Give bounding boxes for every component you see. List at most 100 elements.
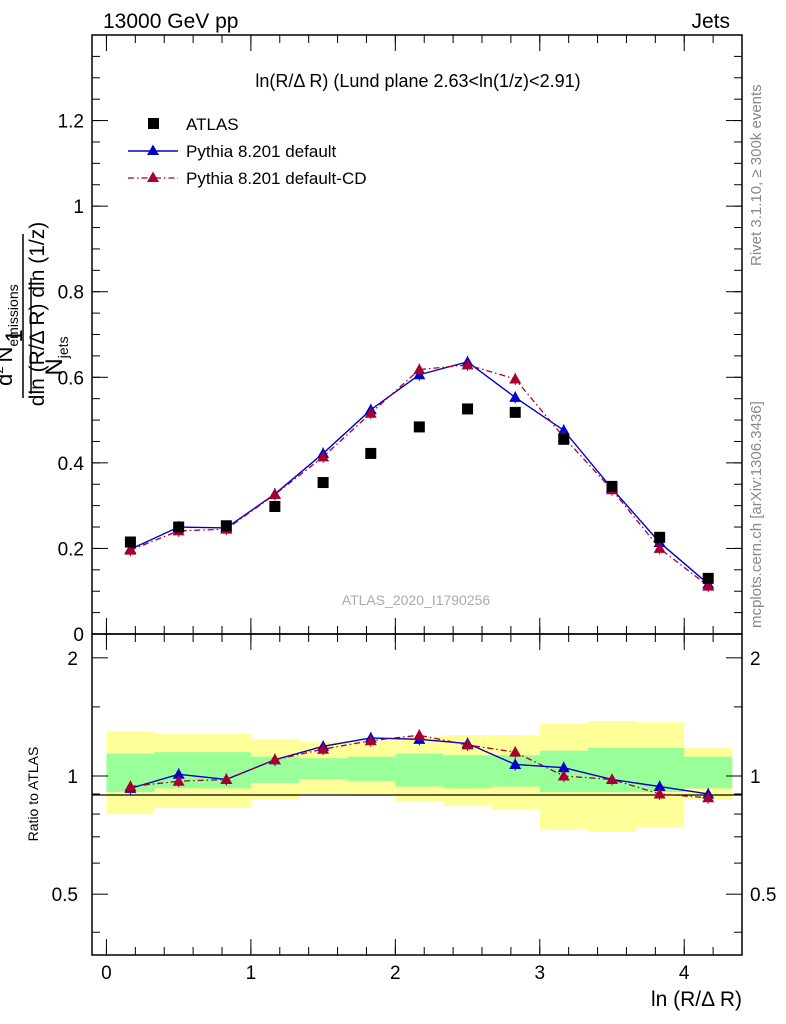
ratio-band-inner: [684, 756, 733, 789]
main-ytick-label: 1: [73, 197, 84, 218]
energy-label: 13000 GeV pp: [103, 10, 238, 33]
ratio-cd-point: [220, 773, 233, 784]
mcplots-label: mcplots.cern.ch [arXiv:1306.3436]: [748, 401, 765, 628]
main-atlas-point: [558, 433, 570, 445]
ratio-plot-frame: [91, 633, 743, 956]
main-cd-point: [413, 363, 426, 375]
ratio-cd-point: [557, 770, 570, 781]
ratio-cd-point: [124, 780, 137, 792]
ratio-panel: 0.5 0.5 1 1 2 2 0 1 2 3 4 Ratio to ATLAS ln (R/Δ R…: [25, 633, 776, 1011]
ylabel-d: d: [0, 374, 17, 386]
ratio-uncertainty-bands: [106, 721, 733, 833]
main-series-layer: [124, 355, 715, 593]
main-cd-point: [461, 358, 474, 370]
ratio-default-point: [653, 780, 666, 792]
ratio-y-axis-label: Ratio to ATLAS: [25, 747, 41, 842]
ylabel-numerator: d2 Nemissions: [0, 284, 21, 386]
rivet-version-label: Rivet 3.1.10, ≥ 300k events: [748, 84, 765, 266]
main-atlas-point: [173, 521, 185, 533]
ratio-cd-point: [509, 746, 522, 757]
main-atlas-point: [702, 572, 714, 584]
ylabel-n-sub: emissions: [5, 284, 21, 346]
legend-cd-marker: [147, 171, 159, 182]
ylabel-nj: N: [41, 358, 68, 375]
ratio-ytick-label-right: 2: [750, 649, 761, 670]
x-axis-label: ln (R/Δ R): [651, 988, 742, 1011]
ylabel-nj-sub: jets: [55, 336, 71, 359]
ratio-cd-point: [317, 743, 330, 754]
ratio-cd-point: [364, 734, 377, 746]
ratio-band-inner: [443, 755, 492, 789]
ratio-cd-point: [461, 738, 474, 750]
ratio-band-inner: [395, 753, 444, 787]
ratio-default-point: [172, 768, 185, 779]
legend-atlas-label: ATLAS: [186, 115, 239, 134]
x-tick-label: 3: [534, 963, 545, 984]
analysis-id-watermark: ATLAS_2020_I1790256: [342, 592, 491, 608]
ratio-ytick-label-left: 2: [67, 649, 78, 670]
main-atlas-point: [654, 531, 666, 543]
main-ytick-label: 0: [73, 625, 84, 646]
process-label: Jets: [691, 10, 730, 33]
main-default-line: [130, 361, 709, 585]
main-cd-point: [364, 407, 377, 418]
main-atlas-point: [365, 447, 377, 459]
legend-default-marker: [147, 144, 159, 155]
plot-title: ln(R/Δ R) (Lund plane 2.63<ln(1/z)<2.91): [255, 71, 580, 91]
main-cd-point: [509, 372, 522, 384]
main-y-axis-label: 1 Njets d2 Nemissions dln (R/Δ R) dln (1/…: [0, 222, 71, 406]
main-cd-line: [130, 364, 709, 587]
ratio-band-inner: [298, 758, 348, 780]
ratio-cd-point: [653, 787, 666, 799]
ratio-ytick-label-right: 0.5: [750, 885, 776, 906]
x-tick-label: 0: [101, 963, 112, 984]
main-atlas-point: [269, 500, 281, 512]
ratio-cd-point: [268, 753, 281, 765]
ratio-default-point: [509, 758, 522, 769]
legend: ATLAS Pythia 8.201 default Pythia 8.201 …: [128, 115, 367, 188]
main-ytick-label: 0.6: [58, 368, 84, 389]
main-atlas-point: [220, 520, 232, 532]
ylabel-denominator: dln (R/Δ R) dln (1/z): [26, 222, 49, 406]
legend-default-label: Pythia 8.201 default: [186, 142, 337, 161]
main-ytick-label: 0.2: [58, 539, 84, 560]
ylabel-d-sup: 2: [0, 367, 6, 374]
main-ytick-label: 1.2: [58, 112, 84, 133]
ratio-cd-point: [702, 791, 715, 803]
ylabel-n: N: [0, 347, 17, 363]
ylabel-frac-num: 1: [1, 329, 28, 342]
main-panel: 0 0.2 0.4 0.6 0.8 1 1.2 ln(R/Δ R) (Lund plane …: [0, 34, 743, 646]
x-tick-label: 1: [246, 963, 257, 984]
main-atlas-point: [317, 477, 329, 489]
main-default-point: [557, 424, 570, 435]
ratio-axis-ticks: 0.5 0.5 1 1 2 2 0 1 2 3 4: [52, 634, 776, 984]
main-axis-ticks: 0 0.2 0.4 0.6 0.8 1 1.2: [58, 34, 742, 646]
ratio-band-inner: [347, 756, 396, 782]
main-cd-point: [653, 542, 666, 553]
ratio-series-layer: [124, 729, 715, 804]
main-ytick-label: 0.4: [58, 454, 85, 475]
main-atlas-point: [413, 421, 425, 433]
x-tick-label: 2: [390, 963, 401, 984]
main-default-point: [509, 391, 522, 402]
ylabel-frac-den: Njets: [41, 336, 71, 375]
main-atlas-point: [124, 536, 136, 548]
main-ytick-label: 0.8: [58, 283, 84, 304]
x-tick-label: 4: [679, 963, 690, 984]
main-cd-point: [124, 544, 137, 555]
ratio-default-point: [557, 761, 570, 773]
main-cd-point: [317, 450, 330, 462]
main-atlas-point: [462, 403, 474, 415]
main-cd-point: [268, 488, 281, 500]
ratio-cd-point: [413, 729, 426, 740]
ratio-ytick-label-right: 1: [750, 767, 761, 788]
legend-atlas-marker: [148, 118, 159, 129]
ratio-ytick-label-left: 0.5: [52, 885, 78, 906]
main-atlas-point: [509, 406, 521, 418]
main-cd-point: [702, 580, 715, 591]
ratio-cd-point: [172, 775, 185, 786]
legend-cd-label: Pythia 8.201 default-CD: [186, 169, 367, 188]
ratio-cd-point: [606, 773, 618, 784]
main-atlas-point: [606, 480, 618, 492]
